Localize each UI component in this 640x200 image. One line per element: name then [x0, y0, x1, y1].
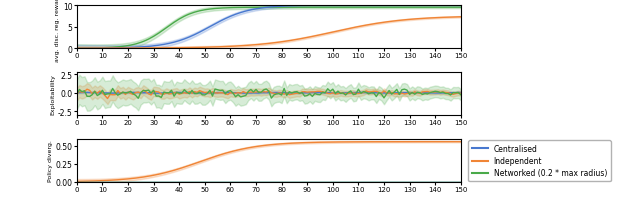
Y-axis label: Policy diverg.: Policy diverg. [48, 140, 53, 181]
Y-axis label: Exploitability: Exploitability [50, 74, 55, 114]
Legend: Centralised, Independent, Networked (0.2 * max radius): Centralised, Independent, Networked (0.2… [468, 141, 611, 181]
Y-axis label: avg. disc. reg. reward: avg. disc. reg. reward [55, 0, 60, 61]
